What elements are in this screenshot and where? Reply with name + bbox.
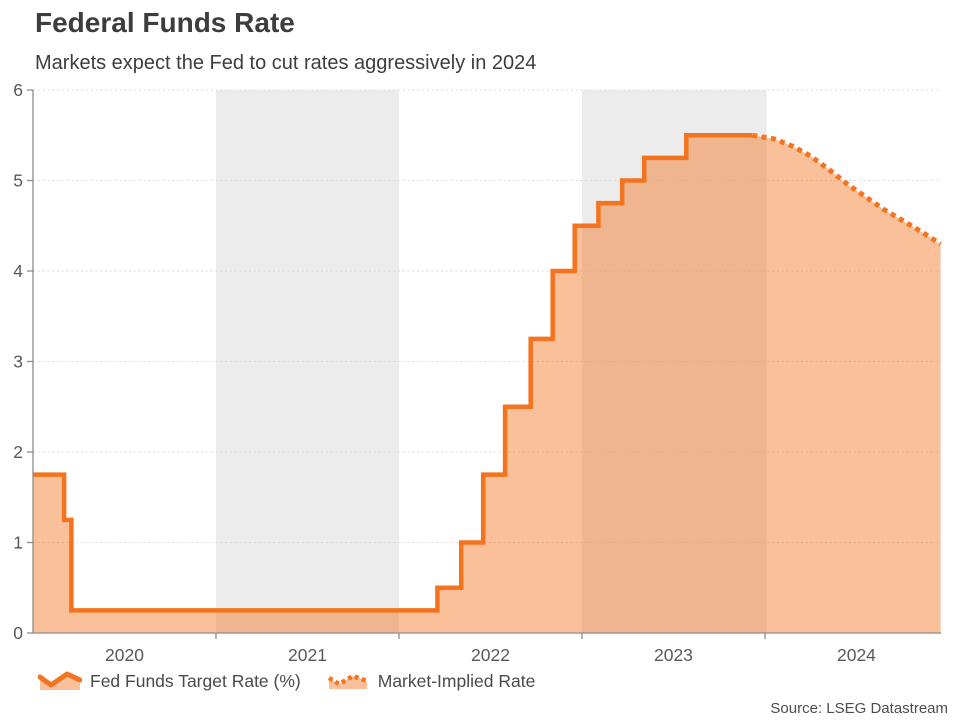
year-band [581, 90, 767, 633]
x-tick-label: 2021 [288, 645, 327, 665]
chart-legend: Fed Funds Target Rate (%) Market-Implied… [38, 670, 535, 692]
legend-item-implied-rate: Market-Implied Rate [326, 670, 536, 692]
x-tick-label: 2022 [471, 645, 510, 665]
y-tick-label: 0 [13, 623, 23, 643]
axes: 0 1 2 3 4 5 6 2020 2021 2022 2023 2024 [13, 80, 941, 665]
implied-rate-line [751, 132, 942, 247]
x-tick-label: 2024 [837, 645, 876, 665]
y-tick-label: 5 [13, 171, 23, 191]
legend-label-target-rate: Fed Funds Target Rate (%) [90, 670, 301, 691]
source-credit: Source: LSEG Datastream [770, 700, 948, 717]
legend-item-target-rate: Fed Funds Target Rate (%) [38, 670, 301, 692]
page-title: Federal Funds Rate [35, 7, 295, 38]
y-tick-label: 2 [13, 442, 23, 462]
legend-label-implied-rate: Market-Implied Rate [377, 670, 536, 691]
target-rate-line [33, 133, 753, 613]
dotted-line-icon [327, 673, 368, 689]
y-tick-label: 1 [13, 533, 23, 553]
y-tick-label: 3 [13, 352, 23, 372]
target-rate-area [33, 135, 941, 634]
x-tick-label: 2020 [105, 645, 144, 665]
y-tick-label: 6 [13, 80, 23, 100]
x-tick-label: 2023 [654, 645, 693, 665]
solid-area-line-icon [38, 671, 82, 690]
y-tick-label: 4 [13, 261, 23, 281]
chart-subtitle: Markets expect the Fed to cut rates aggr… [35, 52, 537, 74]
